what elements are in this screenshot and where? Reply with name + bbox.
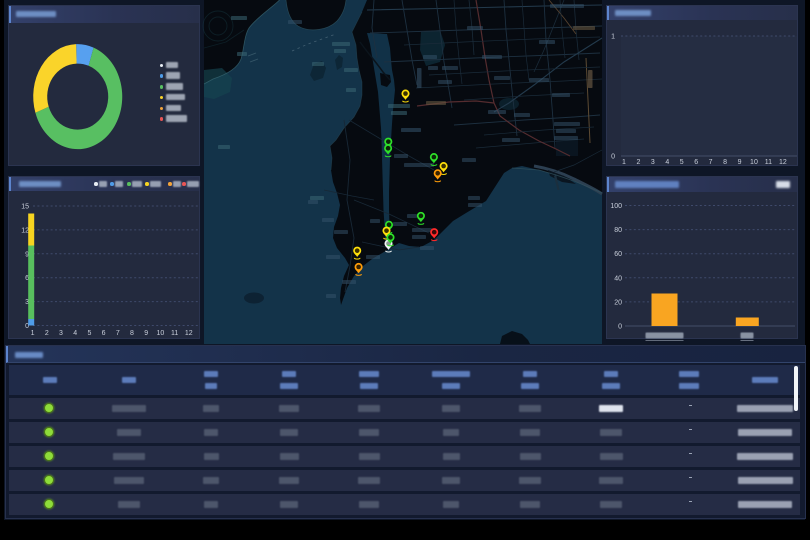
svg-text:0: 0 [25, 323, 29, 330]
svg-text:1: 1 [611, 34, 615, 41]
svg-text:10: 10 [157, 330, 165, 337]
svg-text:7: 7 [709, 159, 713, 166]
svg-text:12: 12 [779, 159, 787, 166]
svg-text:4: 4 [73, 330, 77, 337]
svg-text:4: 4 [665, 159, 669, 166]
svg-text:15: 15 [21, 203, 29, 210]
svg-text:11: 11 [171, 330, 178, 337]
svg-text:5: 5 [87, 330, 91, 337]
svg-text:12: 12 [21, 227, 29, 234]
svg-text:10: 10 [750, 159, 758, 166]
svg-text:11: 11 [765, 159, 772, 166]
svg-text:3: 3 [25, 299, 29, 306]
svg-text:3: 3 [651, 159, 655, 166]
svg-text:9: 9 [738, 159, 742, 166]
svg-text:3: 3 [59, 330, 63, 337]
svg-text:2: 2 [636, 159, 640, 166]
svg-text:5: 5 [680, 159, 684, 166]
svg-text:1: 1 [31, 330, 35, 337]
svg-text:20: 20 [614, 299, 622, 306]
svg-text:8: 8 [723, 159, 727, 166]
svg-text:0: 0 [611, 154, 615, 161]
svg-text:9: 9 [25, 251, 29, 258]
svg-text:80: 80 [614, 227, 622, 234]
svg-text:8: 8 [130, 330, 134, 337]
svg-text:12: 12 [185, 330, 193, 337]
svg-text:60: 60 [614, 251, 622, 258]
svg-text:9: 9 [144, 330, 148, 337]
svg-text:40: 40 [614, 275, 622, 282]
svg-text:6: 6 [694, 159, 698, 166]
svg-text:2: 2 [45, 330, 49, 337]
svg-text:0: 0 [618, 324, 622, 331]
svg-text:6: 6 [25, 275, 29, 282]
svg-text:7: 7 [116, 330, 120, 337]
svg-text:6: 6 [102, 330, 106, 337]
svg-text:1: 1 [622, 159, 626, 166]
svg-text:100: 100 [610, 203, 622, 210]
